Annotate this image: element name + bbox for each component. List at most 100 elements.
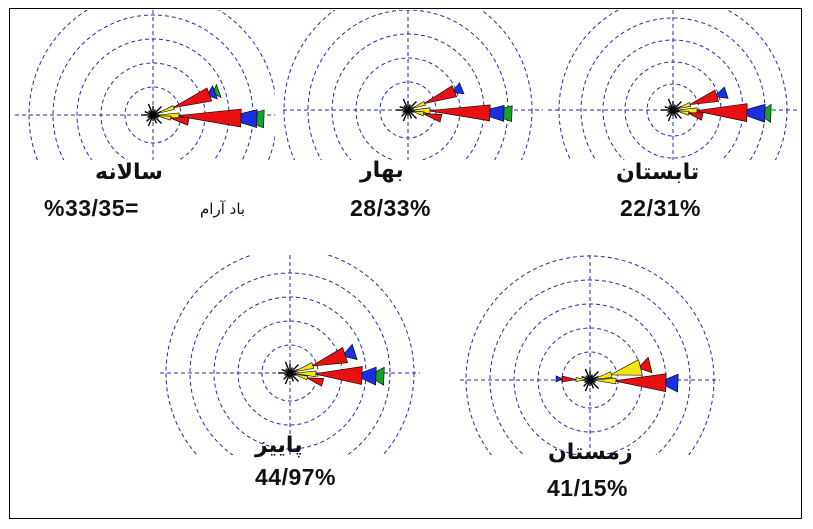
hub-stroke [152,114,162,124]
wind-rose-summer [548,10,798,160]
hub-stroke [289,372,296,376]
hub-stroke [589,379,599,389]
petal-segment [593,371,613,380]
hub-stroke [407,109,417,119]
petal-segment [156,105,175,114]
wind-rose-spring [283,10,543,160]
petal-ene [676,86,729,110]
hub-stroke [152,114,159,118]
annual-calm-label: باد آرام [200,200,246,218]
summer-title: تابستان [616,160,700,185]
hub-stroke [147,114,154,127]
petal-segment [575,377,587,382]
rose-hub [661,98,682,122]
petal-segment [610,359,643,376]
rose-hub [141,103,162,127]
petal-segment [411,100,426,109]
rose-grid [283,10,543,160]
petal-ese [293,373,325,387]
hub-stroke [152,106,162,116]
hub-stroke [584,368,591,381]
spring-calm-value: 28/33% [350,195,432,221]
annual-title: سالانه [95,160,163,185]
hub-stroke [284,372,291,385]
petal-segment [256,109,265,129]
rose-hub [578,368,599,392]
spring-title: بهار [360,158,404,183]
petal-segment [429,104,491,122]
petal-segment [453,82,465,95]
wind-rose-winter [460,255,720,455]
petal-e [676,103,772,123]
grid-ring [28,10,275,160]
petal-segment [665,373,679,393]
hub-stroke [672,109,682,119]
hub-stroke [672,101,682,111]
petal-segment [561,375,577,383]
petal-segment [746,103,766,123]
hub-stroke [147,103,154,116]
petal-segment [208,85,218,100]
petal-ene [411,82,465,109]
petal-segment [696,103,748,122]
petal-ese [411,110,443,123]
winter-calm-value: 41/15% [547,475,629,501]
petal-segment [676,110,690,116]
petal-segment [676,107,698,115]
hub-stroke [289,364,299,374]
hub-stroke [667,98,674,111]
petal-segment [315,366,363,385]
rose-grid [548,10,798,160]
hub-stroke [402,109,409,122]
hub-stroke [589,379,596,383]
petal-e [293,366,385,386]
rose-hub [278,361,299,385]
petal-w [555,375,587,383]
petal-segment [503,105,513,123]
petal-segment [344,343,358,361]
petal-segment [361,366,377,386]
petal-segment [688,112,704,121]
wind-rose-annual [15,10,275,160]
petal-segment [312,347,349,367]
rose-hub [396,98,417,122]
hub-stroke [667,109,674,122]
petal-ene [293,343,358,373]
petal-segment [156,115,172,121]
petal-ese [676,110,704,121]
hub-stroke [407,101,417,111]
petal-e [593,373,679,393]
petal-ese [156,115,190,126]
winter-title: زمستان [548,440,633,465]
petal-segment [293,373,309,381]
petal-segment [240,109,258,129]
petal-segment [555,375,563,383]
hub-stroke [402,98,409,111]
rose-grid [460,255,720,455]
wind-rose-autumn [160,255,420,455]
hub-stroke [407,109,414,113]
petal-e [411,104,513,123]
petal-segment [375,366,385,386]
rose-grid [160,255,420,455]
petal-segment [615,373,667,393]
autumn-title: پاییز [255,433,303,458]
petal-segment [173,87,213,109]
annual-calm-value: %33/35= [44,195,139,221]
petal-segment [170,116,190,126]
petal-segment [676,102,692,110]
petal-ene [156,83,222,114]
petal-segment [639,356,653,374]
hub-stroke [289,372,299,382]
figure-frame [9,8,802,519]
petal-segment [293,362,315,373]
summer-calm-value: 22/31% [620,195,702,221]
hub-stroke [589,371,599,381]
autumn-calm-value: 44/97% [255,464,337,490]
petal-segment [689,89,720,105]
petal-segment [593,377,617,385]
petal-segment [411,110,425,117]
petal-segment [423,113,443,123]
petal-segment [424,85,458,104]
petal-segment [764,103,772,123]
